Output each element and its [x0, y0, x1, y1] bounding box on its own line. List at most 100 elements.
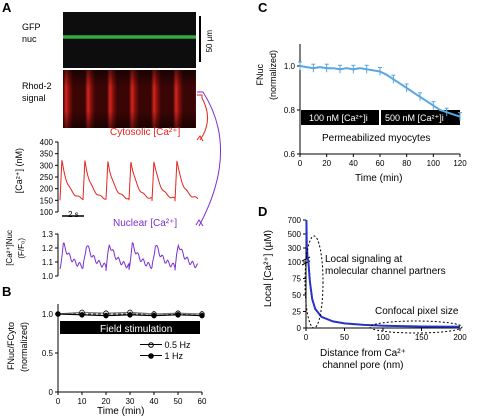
d-ytick-label: 75: [292, 275, 301, 284]
b-xtick-label: 40: [150, 397, 159, 406]
b-ylabel-line2: (normalized): [19, 322, 29, 373]
c-xtick-label: 60: [376, 159, 385, 168]
nuc-ylabel-line2: (F/F₀): [17, 238, 26, 259]
d-ytick-label: 500: [288, 230, 302, 239]
a-nuc-ytick-label: 1.1: [42, 258, 54, 267]
d-ellipse-local: [304, 235, 324, 329]
b-xtick-label: 30: [126, 397, 135, 406]
rhod-label-line1: Rhod-2: [22, 81, 52, 91]
a-cyto-ytick-label: 400: [40, 138, 54, 147]
b-ytick-label: 0.5: [42, 349, 54, 358]
b-xtick-label: 0: [56, 397, 61, 406]
a-nuc-arrowhead: [195, 219, 204, 227]
b-ytick-label: 1.0: [42, 310, 54, 319]
b-legend-marker-05: [148, 342, 154, 348]
c-ytick-label: 0.6: [284, 150, 296, 159]
d-xtick-label: 200: [453, 333, 467, 342]
d-xlabel: Distance from Ca²⁺ channel pore (nm): [320, 348, 406, 372]
b-legend-1-label: 1 Hz: [164, 351, 184, 361]
b-legend-marker-1: [148, 353, 154, 359]
b-legend-05: 0.5 Hz: [140, 340, 191, 351]
b-bar-label: Field stimulation: [100, 324, 173, 335]
a-cyto-ytick-label: 350: [40, 150, 54, 159]
rhod-image: [63, 70, 196, 128]
nuc-ylabel-line1: [Ca²⁺]Nuc: [5, 230, 14, 266]
d-annotation-local: Local signaling at molecular channel par…: [325, 254, 446, 278]
nuc-title: Nuclear [Ca²⁺]: [113, 218, 178, 229]
b-point-1hz: [175, 312, 181, 318]
a-cyto-arrowhead: [196, 135, 204, 142]
d-annotation-local-l1: Local signaling at: [325, 254, 403, 265]
a-cyto-ytick-label: 300: [40, 161, 54, 170]
d-xtick-label: 50: [340, 333, 349, 342]
gfp-label-line2: nuc: [22, 34, 37, 44]
a-nuc-ytick-label: 1.0: [42, 272, 54, 281]
d-xtick-label: 150: [415, 333, 429, 342]
rhod-label: Rhod-2 signal: [22, 80, 52, 104]
a-cyto-trace: [59, 160, 199, 202]
a-nuc-arrow: [197, 91, 222, 227]
a-cyto-ytick-label: 200: [40, 185, 54, 194]
c-xtick-label: 100: [427, 159, 441, 168]
scale-bar: [199, 16, 201, 62]
d-series-line: [305, 219, 461, 328]
c-bar-left: 100 nM [Ca²⁺]i: [309, 113, 368, 123]
b-point-1hz: [55, 311, 61, 317]
a-cyto-ytick-label: 250: [40, 173, 54, 182]
b-ytick-label: 0: [49, 388, 54, 397]
d-xlabel-line1: Distance from Ca²⁺: [320, 348, 406, 359]
d-ytick-label: 0: [297, 324, 302, 333]
a-nuc-trace: [59, 241, 199, 271]
b-point-1hz: [127, 312, 133, 318]
time-scale-label: 2 s: [68, 210, 79, 219]
c-xlabel: Time (min): [355, 173, 403, 184]
d-xtick-label: 100: [376, 333, 390, 342]
b-ylabel: FNuc/FCyto (normalized): [4, 300, 36, 400]
d-ytick-label: 50: [292, 291, 301, 300]
c-ylabel: FNuc (normalized): [253, 40, 285, 140]
c-xtick-label: 20: [322, 159, 331, 168]
c-ytick-label: 1.0: [284, 62, 296, 71]
d-ytick-label: 25: [292, 308, 301, 317]
d-ytick-label: 700: [288, 216, 302, 225]
a-nuc-ytick-label: 1.3: [42, 230, 54, 239]
d-ellipse-pixel: [369, 320, 463, 334]
b-xlabel: Time (min): [97, 406, 145, 417]
b-point-1hz: [103, 312, 109, 319]
c-xtick-label: 80: [402, 159, 411, 168]
b-xtick-label: 60: [198, 397, 207, 406]
c-caption: Permeabilized myocytes: [322, 133, 431, 144]
a-cyto-ytick-label: 100: [40, 208, 54, 217]
c-ytick-label: 0.8: [284, 106, 296, 115]
c-xtick-label: 120: [453, 159, 467, 168]
nuc-ylabel: [Ca²⁺]Nuc (F/F₀): [5, 230, 35, 280]
panel-d-letter: D: [258, 204, 268, 219]
b-legend-05-label: 0.5 Hz: [164, 340, 191, 350]
d-annotation-local-l2: molecular channel partners: [325, 266, 446, 277]
rhod-label-line2: signal: [22, 93, 46, 103]
b-xtick-label: 20: [102, 397, 111, 406]
cyto-ylabel: [Ca²⁺] (nM): [14, 148, 24, 194]
panel-c-letter: C: [258, 0, 268, 15]
b-point-1hz: [151, 312, 157, 319]
gfp-label: GFP nuc: [22, 21, 41, 45]
b-point-1hz: [79, 312, 85, 318]
c-ylabel-line1: FNuc: [255, 64, 265, 86]
gfp-label-line1: GFP: [22, 22, 41, 32]
c-ylabel-line2: (normalized): [268, 50, 278, 101]
cyto-title: Cytosolic [Ca²⁺]: [110, 127, 181, 138]
b-legend: 0.5 Hz 1 Hz: [140, 340, 191, 362]
d-ytick-label: 100: [288, 258, 302, 267]
c-xtick-label: 0: [298, 159, 303, 168]
c-xtick-label: 40: [349, 159, 358, 168]
b-point-1hz: [199, 312, 205, 319]
b-stim-bar: [60, 321, 200, 334]
d-ylabel: Local [Ca²⁺] (µM): [263, 230, 274, 308]
a-nuc-ytick-label: 1.2: [42, 244, 54, 253]
panel-b-letter: B: [2, 284, 12, 299]
d-annotation-pixel: Confocal pixel size: [375, 306, 459, 317]
a-cyto-arrow: [197, 94, 208, 141]
b-xtick-label: 10: [78, 397, 87, 406]
c-bar-right: 500 nM [Ca²⁺]i: [385, 113, 444, 123]
